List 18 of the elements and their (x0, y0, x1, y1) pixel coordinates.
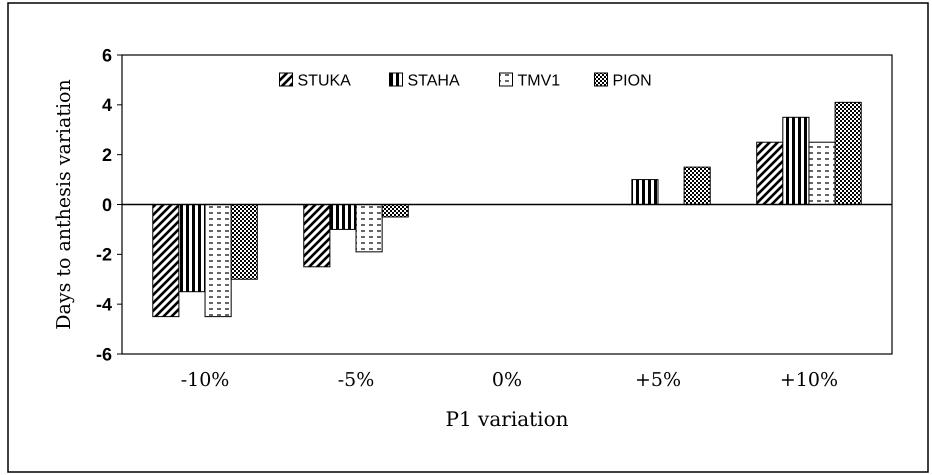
y-tick-label: -4 (96, 294, 112, 314)
y-tick-label: -6 (96, 344, 112, 364)
legend-label: PION (612, 72, 652, 90)
y-tick-label: 4 (102, 95, 112, 116)
y-tick-label: 6 (102, 45, 112, 66)
legend-label: STAHA (408, 72, 460, 90)
legend-label: TMV1 (518, 72, 560, 90)
x-tick-label: +10% (780, 369, 838, 391)
y-tick-label: 2 (102, 144, 112, 165)
y-tick-label: -2 (96, 244, 112, 265)
x-tick-label: 0% (492, 369, 522, 391)
y-tick-label: 0 (102, 194, 112, 215)
y-axis-title: Days to anthesis variation (53, 79, 75, 330)
legend-label: STUKA (298, 72, 352, 90)
x-tick-label: -5% (338, 369, 374, 391)
x-axis-title: P1 variation (446, 407, 569, 431)
x-tick-label: +5% (634, 369, 682, 391)
x-tick-label: -10% (180, 369, 230, 391)
